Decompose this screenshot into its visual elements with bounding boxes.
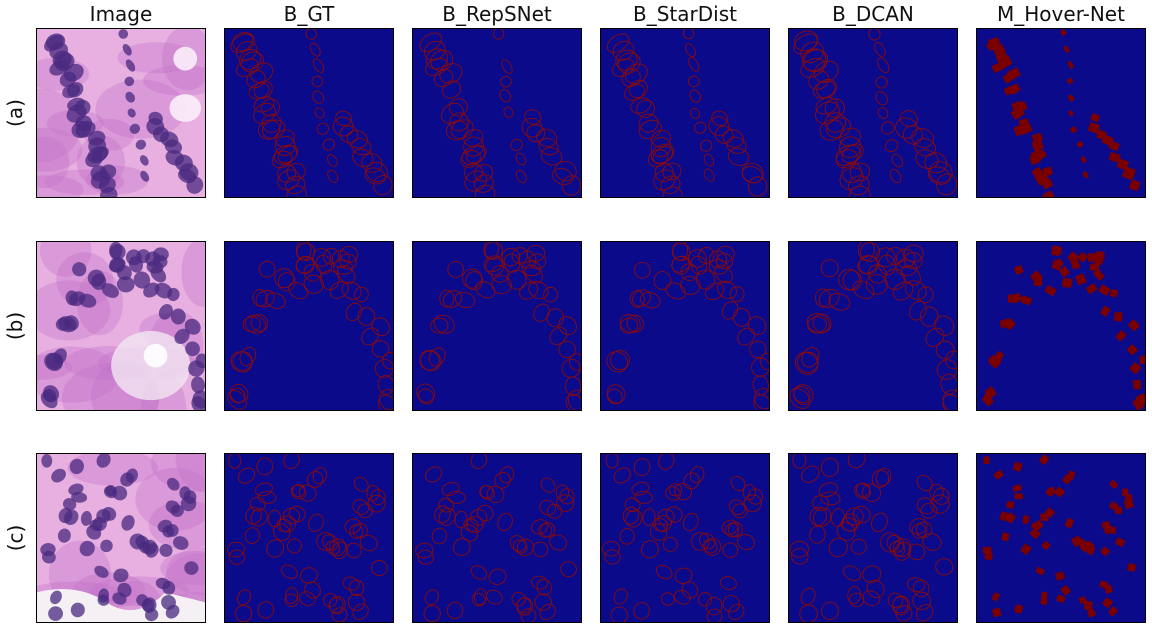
panel-row0-col3 — [600, 28, 770, 198]
panel-row2-col5 — [976, 453, 1146, 623]
row-label-1: (b) — [3, 311, 27, 341]
segmentation-map — [977, 242, 1145, 410]
segmentation-map — [789, 242, 957, 410]
panel-row0-col0 — [36, 28, 206, 198]
segmentation-map — [225, 242, 393, 410]
panel-row2-col3 — [600, 453, 770, 623]
panel-row2-col0 — [36, 453, 206, 623]
column-title-0: Image — [89, 2, 153, 26]
panel-row1-col4 — [788, 241, 958, 411]
panel-row1-col1 — [224, 241, 394, 411]
panel-row1-col0 — [36, 241, 206, 411]
segmentation-map — [601, 454, 769, 622]
panel-row1-col3 — [600, 241, 770, 411]
histology-image — [37, 29, 205, 197]
panel-row2-col4 — [788, 453, 958, 623]
row-label-0: (a) — [3, 99, 27, 127]
segmentation-map — [601, 29, 769, 197]
segmentation-map — [413, 29, 581, 197]
panel-row1-col2 — [412, 241, 582, 411]
segmentation-map — [789, 454, 957, 622]
segmentation-map — [225, 454, 393, 622]
segmentation-map — [225, 29, 393, 197]
panel-row1-col5 — [976, 241, 1146, 411]
column-title-5: M_Hover-Net — [997, 2, 1125, 26]
panel-row0-col1 — [224, 28, 394, 198]
panel-row0-col4 — [788, 28, 958, 198]
segmentation-map — [601, 242, 769, 410]
row-label-2: (c) — [3, 524, 28, 552]
segmentation-map — [977, 29, 1145, 197]
column-title-1: B_GT — [283, 2, 335, 26]
segmentation-map — [413, 454, 581, 622]
column-title-2: B_RepSNet — [442, 2, 552, 26]
panel-row0-col5 — [976, 28, 1146, 198]
segmentation-map — [789, 29, 957, 197]
panel-row2-col1 — [224, 453, 394, 623]
histology-image — [37, 454, 205, 622]
column-title-4: B_DCAN — [832, 2, 914, 26]
panel-row0-col2 — [412, 28, 582, 198]
histology-image — [37, 242, 205, 410]
segmentation-map — [977, 454, 1145, 622]
segmentation-map — [413, 242, 581, 410]
panel-row2-col2 — [412, 453, 582, 623]
column-title-3: B_StarDist — [633, 2, 737, 26]
